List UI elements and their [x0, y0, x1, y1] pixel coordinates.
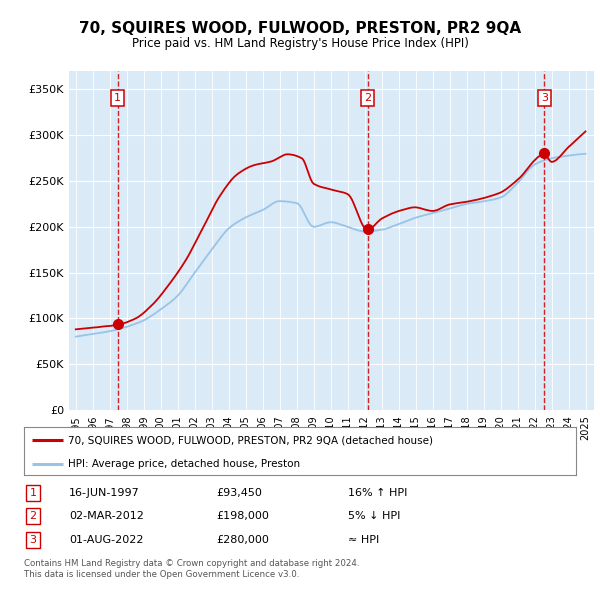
Text: This data is licensed under the Open Government Licence v3.0.: This data is licensed under the Open Gov…	[24, 571, 299, 579]
Text: 16% ↑ HPI: 16% ↑ HPI	[348, 488, 407, 497]
Text: ≈ HPI: ≈ HPI	[348, 535, 379, 545]
Text: 01-AUG-2022: 01-AUG-2022	[69, 535, 143, 545]
Text: Contains HM Land Registry data © Crown copyright and database right 2024.: Contains HM Land Registry data © Crown c…	[24, 559, 359, 568]
Text: 1: 1	[114, 93, 121, 103]
Text: 70, SQUIRES WOOD, FULWOOD, PRESTON, PR2 9QA (detached house): 70, SQUIRES WOOD, FULWOOD, PRESTON, PR2 …	[68, 435, 433, 445]
Text: 16-JUN-1997: 16-JUN-1997	[69, 488, 140, 497]
Text: 5% ↓ HPI: 5% ↓ HPI	[348, 512, 400, 521]
Text: 70, SQUIRES WOOD, FULWOOD, PRESTON, PR2 9QA: 70, SQUIRES WOOD, FULWOOD, PRESTON, PR2 …	[79, 21, 521, 35]
Text: 2: 2	[364, 93, 371, 103]
Text: £280,000: £280,000	[216, 535, 269, 545]
Text: £93,450: £93,450	[216, 488, 262, 497]
Text: Price paid vs. HM Land Registry's House Price Index (HPI): Price paid vs. HM Land Registry's House …	[131, 37, 469, 50]
Text: 02-MAR-2012: 02-MAR-2012	[69, 512, 144, 521]
Text: 3: 3	[29, 535, 37, 545]
Text: 3: 3	[541, 93, 548, 103]
Text: HPI: Average price, detached house, Preston: HPI: Average price, detached house, Pres…	[68, 459, 300, 469]
Text: £198,000: £198,000	[216, 512, 269, 521]
Text: 1: 1	[29, 488, 37, 497]
Text: 2: 2	[29, 512, 37, 521]
